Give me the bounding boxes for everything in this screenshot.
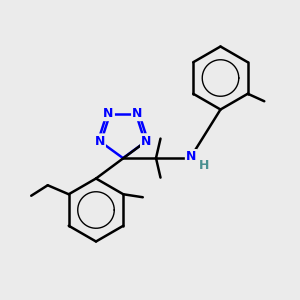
Text: H: H [199,159,209,172]
Text: N: N [103,107,114,120]
Text: N: N [94,135,105,148]
Text: N: N [186,150,196,163]
Text: N: N [141,135,152,148]
Text: N: N [186,150,196,163]
Text: N: N [94,135,105,148]
Text: N: N [132,107,142,120]
Text: N: N [141,135,152,148]
Text: N: N [141,135,152,148]
Text: N: N [103,107,114,120]
Text: H: H [199,159,209,172]
Text: N: N [132,107,142,120]
